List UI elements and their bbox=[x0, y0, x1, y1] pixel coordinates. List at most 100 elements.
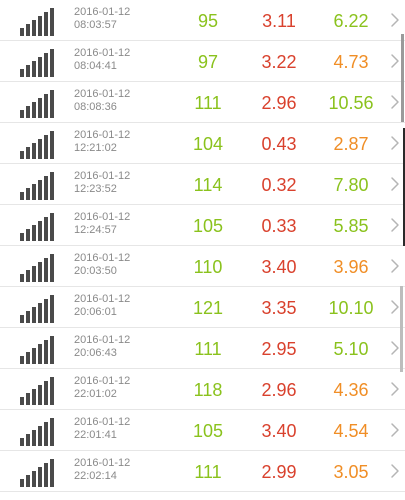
signal-bar bbox=[20, 274, 24, 282]
value-3: 7.80 bbox=[333, 175, 369, 195]
list-item[interactable]: 2016-01-12 20:03:50 110 3.40 3.96 bbox=[0, 246, 405, 287]
date-text: 2016-01-12 bbox=[74, 375, 131, 387]
value-3: 4.36 bbox=[333, 380, 369, 400]
signal-bar bbox=[38, 426, 42, 446]
chevron-right-icon[interactable] bbox=[388, 463, 402, 479]
chevron-right-icon[interactable] bbox=[388, 135, 402, 151]
chevron-right-icon[interactable] bbox=[388, 217, 402, 233]
chevron-right-icon[interactable] bbox=[388, 381, 402, 397]
signal-bar bbox=[20, 151, 24, 159]
signal-bar bbox=[32, 266, 36, 282]
scrollbar-indicator[interactable] bbox=[400, 286, 403, 372]
signal-bar bbox=[26, 475, 30, 487]
timestamp: 2016-01-12 20:03:50 bbox=[74, 252, 130, 278]
signal-bar bbox=[38, 467, 42, 487]
signal-strength-icon bbox=[20, 254, 54, 282]
date-text: 2016-01-12 bbox=[74, 293, 131, 305]
scrollbar-indicator[interactable] bbox=[401, 34, 404, 122]
signal-bar bbox=[50, 418, 54, 446]
signal-strength-icon bbox=[20, 377, 54, 405]
value-3: 3.96 bbox=[333, 257, 369, 277]
signal-bar bbox=[32, 61, 36, 77]
chevron-right-icon[interactable] bbox=[388, 176, 402, 192]
signal-bar bbox=[44, 381, 48, 405]
value-1: 118 bbox=[193, 380, 223, 400]
signal-bar bbox=[50, 90, 54, 118]
signal-bar bbox=[32, 184, 36, 200]
signal-bar bbox=[26, 147, 30, 159]
list-item[interactable]: 2016-01-12 08:08:36 111 2.96 10.56 bbox=[0, 82, 405, 123]
signal-bar bbox=[32, 430, 36, 446]
list-item[interactable]: 2016-01-12 12:24:57 105 0.33 5.85 bbox=[0, 205, 405, 246]
value-2: 3.11 bbox=[262, 11, 296, 31]
signal-bar bbox=[20, 438, 24, 446]
signal-bar bbox=[20, 110, 24, 118]
date-text: 2016-01-12 bbox=[74, 334, 131, 346]
timestamp: 2016-01-12 22:01:02 bbox=[74, 375, 130, 401]
chevron-right-icon[interactable] bbox=[388, 12, 402, 28]
value-2: 0.33 bbox=[261, 216, 297, 236]
list-item[interactable]: 2016-01-12 22:01:02 118 2.96 4.36 bbox=[0, 369, 405, 410]
signal-bar bbox=[50, 336, 54, 364]
list-item[interactable]: 2016-01-12 12:23:52 114 0.32 7.80 bbox=[0, 164, 405, 205]
signal-bar bbox=[50, 49, 54, 77]
value-2: 3.40 bbox=[261, 257, 297, 277]
chevron-right-icon[interactable] bbox=[388, 422, 402, 438]
signal-bar bbox=[26, 352, 30, 364]
value-2: 3.22 bbox=[261, 52, 297, 72]
signal-strength-icon bbox=[20, 418, 54, 446]
chevron-right-icon[interactable] bbox=[388, 340, 402, 356]
time-text: 12:23:52 bbox=[74, 183, 117, 195]
list-item[interactable]: 2016-01-12 22:01:41 105 3.40 4.54 bbox=[0, 410, 405, 451]
list-item[interactable]: 2016-01-12 20:06:01 121 3.35 10.10 bbox=[0, 287, 405, 328]
signal-bar bbox=[26, 24, 30, 36]
scrollbar-indicator[interactable] bbox=[403, 128, 405, 246]
signal-bar bbox=[44, 53, 48, 77]
time-text: 20:06:43 bbox=[74, 347, 117, 359]
signal-bar bbox=[44, 12, 48, 36]
timestamp: 2016-01-12 08:08:36 bbox=[74, 88, 130, 114]
signal-bar bbox=[50, 295, 54, 323]
signal-strength-icon bbox=[20, 172, 54, 200]
timestamp: 2016-01-12 12:24:57 bbox=[74, 211, 130, 237]
date-text: 2016-01-12 bbox=[74, 88, 131, 100]
signal-strength-icon bbox=[20, 336, 54, 364]
signal-strength-icon bbox=[20, 131, 54, 159]
signal-bar bbox=[50, 377, 54, 405]
date-text: 2016-01-12 bbox=[74, 170, 131, 182]
value-2: 2.95 bbox=[261, 339, 297, 359]
value-3: 3.05 bbox=[333, 462, 369, 482]
date-text: 2016-01-12 bbox=[74, 211, 131, 223]
time-text: 22:01:41 bbox=[74, 429, 117, 441]
list-item[interactable]: 2016-01-12 08:03:57 95 3.11 6.22 bbox=[0, 0, 405, 41]
signal-bar bbox=[38, 57, 42, 77]
value-1: 114 bbox=[193, 175, 223, 195]
signal-bar bbox=[26, 65, 30, 77]
list-item[interactable]: 2016-01-12 12:21:02 104 0.43 2.87 bbox=[0, 123, 405, 164]
signal-bar bbox=[20, 356, 24, 364]
signal-bar bbox=[38, 16, 42, 36]
signal-bar bbox=[38, 139, 42, 159]
list-item[interactable]: 2016-01-12 08:04:41 97 3.22 4.73 bbox=[0, 41, 405, 82]
value-1: 104 bbox=[192, 134, 224, 154]
signal-strength-icon bbox=[20, 213, 54, 241]
list-item[interactable]: 2016-01-12 22:02:14 111 2.99 3.05 bbox=[0, 451, 405, 492]
timestamp: 2016-01-12 20:06:01 bbox=[74, 293, 130, 319]
signal-bar bbox=[20, 479, 24, 487]
value-1: 111 bbox=[194, 462, 222, 482]
time-text: 20:03:50 bbox=[74, 265, 117, 277]
chevron-right-icon[interactable] bbox=[388, 94, 402, 110]
timestamp: 2016-01-12 08:04:41 bbox=[74, 47, 130, 73]
chevron-right-icon[interactable] bbox=[388, 53, 402, 69]
date-text: 2016-01-12 bbox=[74, 252, 131, 264]
signal-strength-icon bbox=[20, 459, 54, 487]
list-item[interactable]: 2016-01-12 20:06:43 111 2.95 5.10 bbox=[0, 328, 405, 369]
date-text: 2016-01-12 bbox=[74, 457, 131, 469]
value-3: 5.85 bbox=[333, 216, 369, 236]
value-1: 121 bbox=[192, 298, 224, 318]
date-text: 2016-01-12 bbox=[74, 416, 131, 428]
signal-bar bbox=[20, 397, 24, 405]
signal-bar bbox=[32, 20, 36, 36]
chevron-right-icon[interactable] bbox=[388, 299, 402, 315]
chevron-right-icon[interactable] bbox=[388, 258, 402, 274]
